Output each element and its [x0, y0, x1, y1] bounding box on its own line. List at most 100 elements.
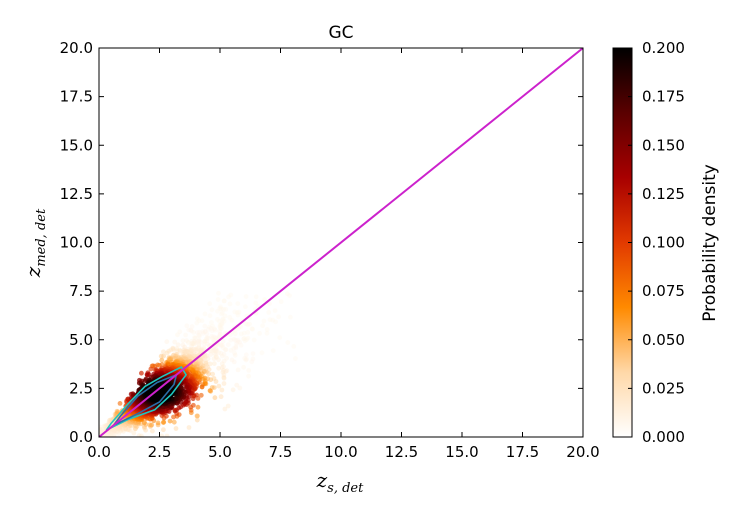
density-point [184, 348, 190, 354]
x-tick-label: 5.0 [208, 443, 232, 461]
density-point [215, 308, 220, 314]
density-point [189, 328, 194, 334]
density-point [194, 320, 200, 326]
density-point [104, 422, 110, 428]
density-point [225, 403, 231, 409]
density-point [234, 341, 240, 346]
density-point [133, 424, 139, 430]
density-point [200, 329, 206, 335]
density-point [215, 297, 221, 302]
y-tick-label: 7.5 [69, 282, 93, 300]
density-point [115, 426, 121, 432]
density-point [234, 310, 240, 316]
density-point [217, 329, 223, 334]
density-point [221, 351, 227, 357]
density-point [221, 375, 227, 381]
density-point [216, 334, 222, 339]
density-point [164, 433, 170, 437]
density-point [187, 349, 193, 354]
density-point [188, 347, 193, 353]
density-point [174, 346, 180, 351]
density-point [221, 298, 227, 304]
density-point [109, 429, 115, 435]
density-point [220, 316, 226, 322]
density-point [205, 364, 211, 370]
density-point [108, 431, 114, 437]
density-point [218, 304, 223, 310]
density-point [181, 353, 187, 359]
density-point [214, 336, 219, 341]
density-point [99, 428, 103, 434]
density-point [219, 322, 225, 327]
density-point [185, 358, 191, 364]
density-point [194, 346, 199, 352]
density-point [180, 355, 186, 361]
density-point [189, 338, 195, 344]
density-point [231, 359, 237, 365]
density-point [184, 338, 190, 343]
density-point [99, 429, 103, 435]
density-point [171, 414, 176, 420]
density-point [250, 356, 256, 362]
density-point [204, 331, 210, 337]
density-point [174, 352, 179, 357]
density-point [122, 423, 128, 429]
density-point [189, 355, 195, 361]
density-point [216, 357, 221, 363]
density-point [99, 424, 103, 430]
density-point [199, 318, 205, 324]
density-point [224, 355, 230, 361]
density-point [185, 354, 191, 360]
density-point [221, 318, 227, 324]
density-point [184, 349, 190, 355]
density-point [180, 352, 186, 357]
y-tick-label: 15.0 [60, 136, 93, 154]
density-point [171, 419, 177, 425]
density-point [202, 329, 208, 335]
density-point [186, 353, 192, 359]
density-point [201, 366, 206, 372]
density-point [270, 348, 276, 353]
density-point [221, 306, 226, 312]
density-point [213, 347, 219, 352]
density-point [195, 404, 201, 410]
x-tick-label: 2.5 [148, 443, 172, 461]
colorbar-tick-label: 0.200 [642, 39, 685, 57]
density-point [99, 428, 103, 434]
density-point [216, 365, 222, 371]
density-point [191, 341, 197, 347]
x-tick-label: 7.5 [269, 443, 293, 461]
density-point [103, 424, 108, 430]
density-point [184, 349, 190, 355]
density-point [218, 350, 224, 356]
density-point [218, 325, 224, 331]
density-point [196, 318, 202, 324]
density-point [184, 323, 190, 329]
density-point [241, 330, 247, 336]
density-point [242, 338, 248, 344]
density-point [221, 298, 227, 304]
density-point [225, 342, 231, 348]
density-point [253, 294, 259, 300]
density-point [155, 420, 161, 426]
x-tick-label: 12.5 [385, 443, 418, 461]
density-point [217, 332, 223, 337]
density-point [221, 358, 227, 364]
density-point [172, 407, 178, 413]
density-point [198, 357, 204, 363]
density-point [99, 429, 103, 435]
density-point [217, 323, 223, 328]
density-point [200, 356, 206, 362]
y-tick-label: 20.0 [60, 39, 93, 57]
density-point [123, 426, 129, 432]
density-point [199, 358, 204, 364]
density-point [212, 326, 217, 332]
density-point [220, 343, 225, 348]
density-point [259, 350, 265, 356]
density-point [112, 426, 118, 432]
density-point [120, 426, 126, 432]
density-point [266, 310, 272, 315]
density-point [193, 348, 198, 353]
density-point [100, 426, 106, 432]
colorbar-tick-label: 0.125 [642, 185, 685, 203]
